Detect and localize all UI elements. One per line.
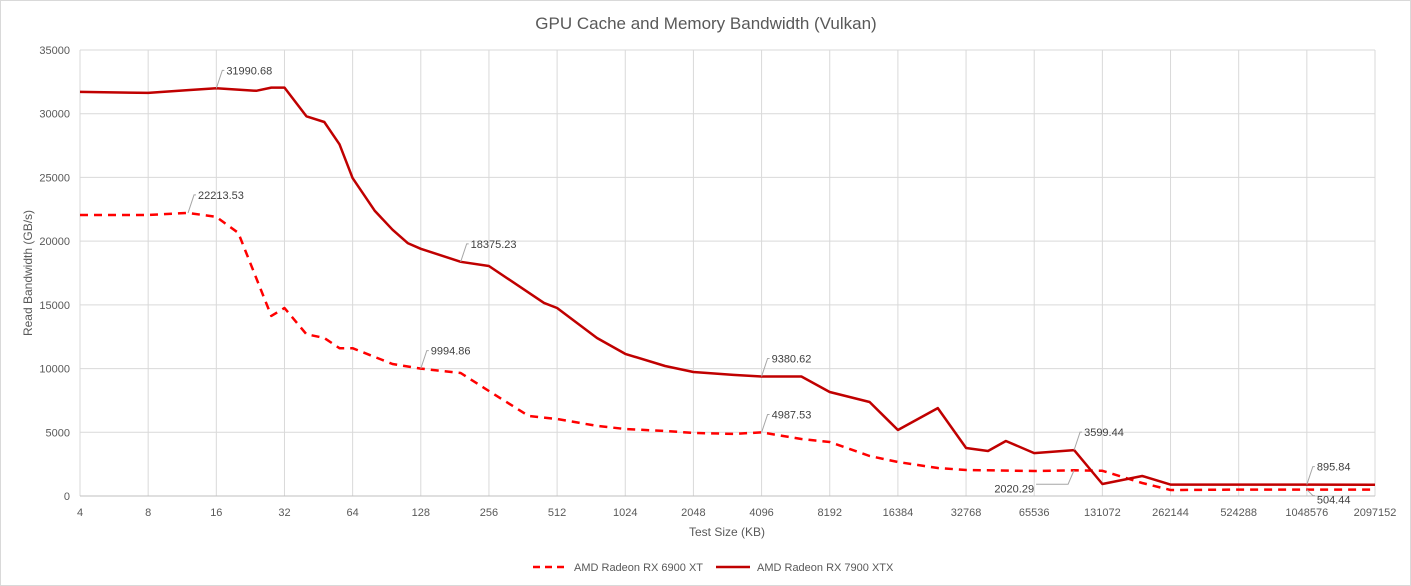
- x-tick-label: 262144: [1152, 507, 1189, 519]
- y-tick-label: 25000: [39, 172, 70, 184]
- data-label: 22213.53: [198, 190, 244, 202]
- data-label-leader: [761, 357, 770, 377]
- data-label-leader: [1073, 431, 1083, 451]
- legend: AMD Radeon RX 6900 XT AMD Radeon RX 7900…: [533, 562, 894, 574]
- y-tick-label: 35000: [39, 45, 70, 57]
- data-label: 9380.62: [772, 353, 812, 365]
- data-label: 18375.23: [471, 239, 517, 251]
- x-tick-label: 128: [412, 507, 430, 519]
- y-tick-label: 15000: [39, 300, 70, 312]
- data-label-leader: [1036, 470, 1075, 485]
- data-label-leader: [761, 413, 770, 433]
- data-label-leader: [1306, 466, 1315, 485]
- x-tick-label: 256: [480, 507, 498, 519]
- x-tick-label: 4: [77, 507, 83, 519]
- chart-title: GPU Cache and Memory Bandwidth (Vulkan): [535, 14, 876, 33]
- x-tick-label: 524288: [1220, 507, 1257, 519]
- data-label: 9994.86: [431, 346, 471, 358]
- x-tick-label: 16: [210, 507, 222, 519]
- data-label: 2020.29: [994, 483, 1034, 495]
- x-tick-label: 32768: [951, 507, 982, 519]
- x-tick-label: 1048576: [1285, 507, 1328, 519]
- data-label: 4987.53: [772, 409, 812, 421]
- data-label-leader: [215, 69, 225, 89]
- y-tick-label: 30000: [39, 109, 70, 121]
- data-label: 31990.68: [226, 65, 272, 77]
- y-axis-label: Read Bandwidth (GB/s): [21, 210, 35, 336]
- x-axis-label: Test Size (KB): [689, 525, 765, 539]
- data-label: 3599.44: [1084, 427, 1124, 439]
- x-tick-label: 131072: [1084, 507, 1121, 519]
- x-tick-label: 64: [347, 507, 359, 519]
- x-tick-label: 8: [145, 507, 151, 519]
- x-tick-label: 16384: [883, 507, 914, 519]
- data-label-leader: [1306, 489, 1315, 497]
- x-tick-label: 8192: [817, 507, 841, 519]
- x-tick-label: 4096: [749, 507, 773, 519]
- y-tick-label: 20000: [39, 236, 70, 248]
- x-tick-label: 32: [278, 507, 290, 519]
- y-tick-label: 10000: [39, 364, 70, 376]
- legend-label-7900xtx: AMD Radeon RX 7900 XTX: [757, 562, 894, 574]
- data-label: 504.44: [1317, 495, 1351, 507]
- x-tick-label: 1024: [613, 507, 637, 519]
- x-tick-label: 512: [548, 507, 566, 519]
- data-label-leader: [460, 243, 469, 263]
- data-label-leader: [420, 350, 429, 369]
- x-tick-label: 2048: [681, 507, 705, 519]
- y-tick-label: 0: [64, 491, 70, 503]
- x-tick-label: 2097152: [1354, 507, 1397, 519]
- x-tick-label: 65536: [1019, 507, 1050, 519]
- legend-label-6900xt: AMD Radeon RX 6900 XT: [574, 562, 703, 574]
- series-line-1: [79, 86, 1376, 487]
- data-label-leader: [187, 194, 197, 214]
- series-line-0: [80, 211, 1375, 492]
- data-label: 895.84: [1317, 462, 1351, 474]
- y-tick-label: 5000: [46, 427, 70, 439]
